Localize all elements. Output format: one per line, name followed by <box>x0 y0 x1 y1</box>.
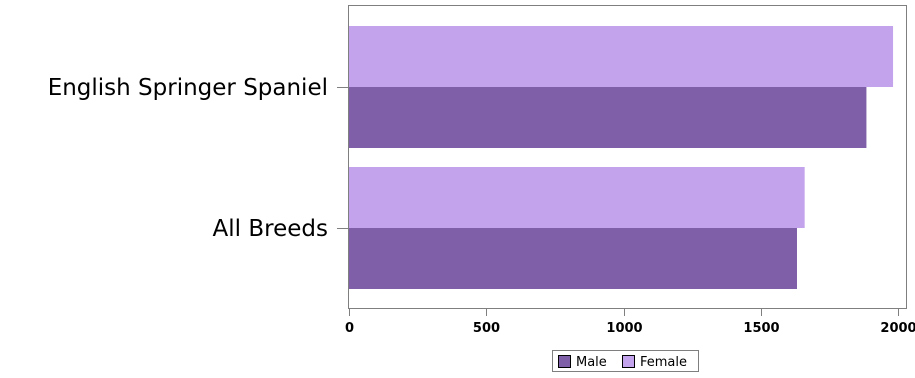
legend-label-male: Male <box>576 355 607 370</box>
bar-female-1 <box>349 167 805 228</box>
bar-male-1 <box>349 228 797 289</box>
y-tick-label-1: All Breeds <box>213 216 328 242</box>
legend: Male Female <box>552 350 699 372</box>
x-tick-label-3: 1500 <box>743 321 779 336</box>
legend-swatch-female <box>622 355 635 368</box>
legend-swatch-male <box>558 355 571 368</box>
x-tick-label-1: 500 <box>473 321 500 336</box>
bar-male-0 <box>349 87 867 148</box>
x-tick-label-4: 2000 <box>880 321 915 336</box>
ticks-layer: English Springer Spaniel All Breeds 0 500 10… <box>48 75 915 336</box>
x-tick-label-2: 1000 <box>606 321 642 336</box>
x-tick-label-0: 0 <box>345 321 354 336</box>
bars-layer <box>349 26 894 289</box>
plot-frame <box>348 5 907 309</box>
y-tick-label-0: English Springer Spaniel <box>48 75 328 101</box>
legend-label-female: Female <box>640 355 687 370</box>
bar-female-0 <box>349 26 894 87</box>
